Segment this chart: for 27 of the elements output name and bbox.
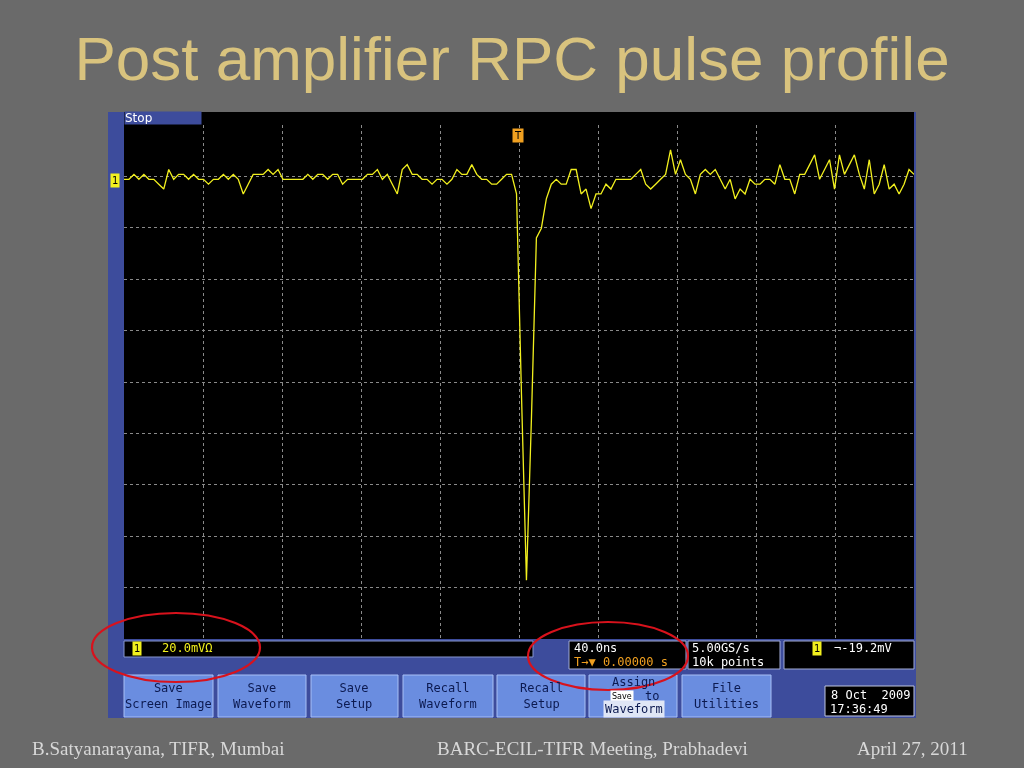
text: Recall Waveform: [419, 681, 477, 711]
text: 40.0ns: [574, 641, 618, 655]
text: Recall Setup: [520, 681, 564, 711]
text: 1: [814, 643, 821, 654]
text: Save Setup: [336, 681, 373, 711]
text: ¬-19.2mV: [834, 641, 892, 655]
text: April 27, 2011: [857, 738, 968, 759]
text: Save: [612, 692, 632, 701]
text: Save Screen Image: [125, 681, 212, 711]
text: 17:36:49: [830, 702, 888, 716]
text: 1: [134, 643, 141, 654]
text: Save Waveform: [233, 681, 291, 711]
text: 20.0mVΩ: [162, 641, 213, 655]
text: 1: [112, 175, 119, 186]
text: File Utilities: [694, 681, 760, 711]
text: Assign: [612, 675, 656, 689]
text: T: [514, 130, 522, 141]
text: 8 Oct 2009: [831, 688, 911, 702]
text: B.Satyanarayana, TIFR, Mumbai: [32, 738, 285, 759]
text: 10k points: [692, 655, 765, 669]
text: Stop: [125, 111, 153, 125]
text: to: [645, 689, 660, 703]
text: 5.00GS/s: [692, 641, 750, 655]
chart-title: Post amplifier RPC pulse profile: [74, 23, 950, 93]
text: T→▼ 0.00000 s: [574, 655, 668, 669]
text: Waveform: [605, 702, 663, 716]
text: BARC-ECIL-TIFR Meeting, Prabhadevi: [437, 738, 748, 759]
